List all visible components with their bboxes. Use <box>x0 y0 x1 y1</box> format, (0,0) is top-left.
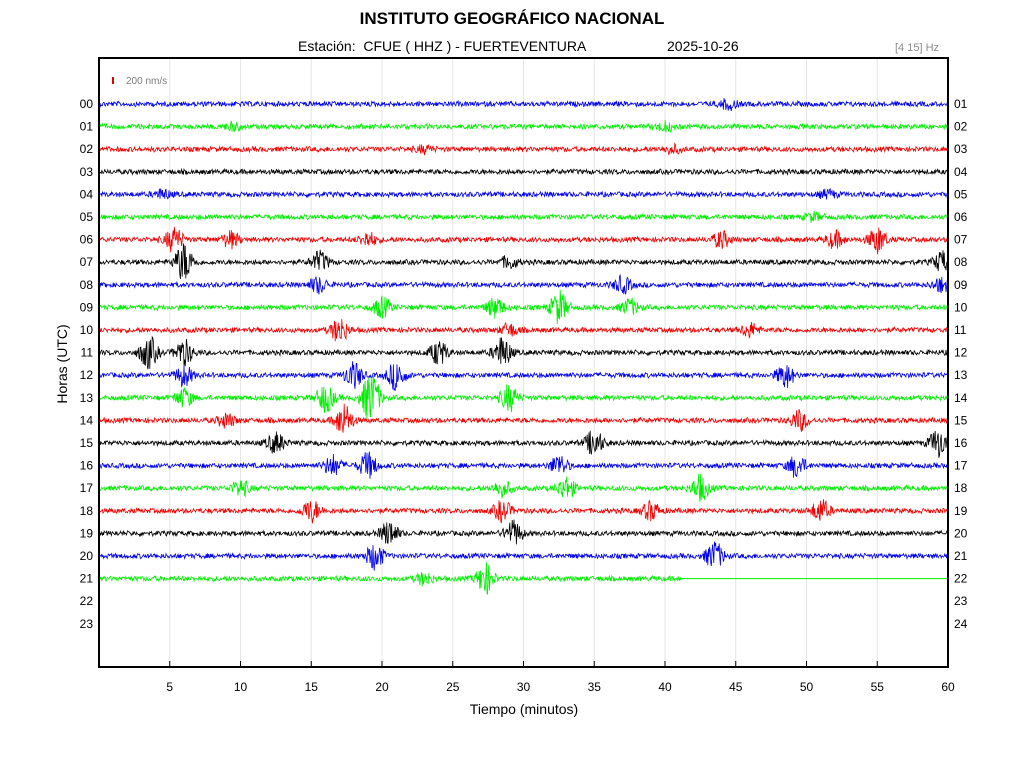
x-tick-label: 15 <box>305 680 319 694</box>
hour-label-right: 10 <box>954 300 968 314</box>
hour-label-right: 15 <box>954 413 968 427</box>
x-axis-label: Tiempo (minutos) <box>469 701 579 717</box>
hour-label-right: 06 <box>954 210 968 224</box>
x-tick-label: 10 <box>234 680 248 694</box>
trace-hour-10 <box>99 319 949 342</box>
x-tick-label: 55 <box>871 680 885 694</box>
trace-hour-21 <box>99 561 682 595</box>
hour-label-right: 19 <box>954 504 968 518</box>
trace-hour-02 <box>99 142 949 156</box>
trace-hour-19 <box>99 519 949 545</box>
trace-hour-18 <box>99 499 949 524</box>
date-label: 2025-10-26 <box>667 38 739 54</box>
x-tick-label: 35 <box>588 680 602 694</box>
hour-label-left: 00 <box>80 97 94 111</box>
hour-label-right: 09 <box>954 278 968 292</box>
hour-label-left: 21 <box>80 572 94 586</box>
axis-labels: 5 10 15 20 25 30 35 40 45 50 55 60 00 01 02 03 04 05 06 07 0… <box>80 97 968 694</box>
hour-label-right: 16 <box>954 436 968 450</box>
x-tick-label: 30 <box>517 680 531 694</box>
hour-label-left: 01 <box>80 120 94 134</box>
hour-label-left: 03 <box>80 165 94 179</box>
hour-label-left: 22 <box>80 594 94 608</box>
hour-label-left: 02 <box>80 142 94 156</box>
hour-label-left: 18 <box>80 504 94 518</box>
hour-label-right: 18 <box>954 481 968 495</box>
trace-hour-09 <box>99 289 949 325</box>
trace-hour-07 <box>99 242 949 280</box>
hour-label-left: 15 <box>80 436 94 450</box>
hour-label-right: 08 <box>954 255 968 269</box>
hour-label-left: 23 <box>80 617 94 631</box>
hour-label-right: 17 <box>954 459 968 473</box>
trace-hour-08 <box>99 274 948 295</box>
x-tick-label: 20 <box>375 680 389 694</box>
trace-hour-20 <box>99 541 949 571</box>
hour-label-right: 22 <box>954 572 968 586</box>
hour-label-right: 05 <box>954 187 968 201</box>
hour-label-right: 13 <box>954 368 968 382</box>
hour-label-right: 24 <box>954 617 968 631</box>
x-tick-label: 50 <box>800 680 814 694</box>
trace-hour-00 <box>99 98 948 112</box>
hour-label-right: 12 <box>954 346 968 360</box>
seismic-traces <box>99 98 949 595</box>
hour-label-right: 01 <box>954 97 968 111</box>
trace-hour-15 <box>99 430 949 458</box>
hour-label-left: 14 <box>80 413 94 427</box>
trace-hour-12 <box>99 361 949 391</box>
hour-label-right: 02 <box>954 120 968 134</box>
frequency-band-label: [4 15] Hz <box>895 42 940 54</box>
trace-hour-13 <box>99 375 949 421</box>
hour-label-left: 10 <box>80 323 94 337</box>
hour-label-left: 08 <box>80 278 94 292</box>
hour-label-left: 04 <box>80 187 94 201</box>
station-label: Estación: CFUE ( HHZ ) - FUERTEVENTURA <box>298 38 587 54</box>
hour-label-right: 23 <box>954 594 968 608</box>
hour-label-right: 14 <box>954 391 968 405</box>
x-tick-label: 25 <box>446 680 460 694</box>
trace-hour-04 <box>99 187 948 200</box>
hour-label-left: 17 <box>80 481 94 495</box>
x-tick-label: 45 <box>729 680 743 694</box>
x-tick-label: 40 <box>658 680 672 694</box>
hour-label-right: 20 <box>954 526 968 540</box>
trace-hour-05 <box>99 210 949 223</box>
trace-hour-06 <box>99 227 948 255</box>
hour-label-left: 12 <box>80 368 94 382</box>
page-title: INSTITUTO GEOGRÁFICO NACIONAL <box>359 9 665 28</box>
scale-bar-label: 200 nm/s <box>126 76 168 87</box>
hour-label-right: 21 <box>954 549 968 563</box>
trace-hour-17 <box>99 473 949 502</box>
hour-label-left: 16 <box>80 459 94 473</box>
hour-label-right: 03 <box>954 142 968 156</box>
trace-hour-03 <box>99 167 949 176</box>
hour-label-left: 13 <box>80 391 94 405</box>
hour-label-left: 05 <box>80 210 94 224</box>
trace-hour-11 <box>99 335 949 370</box>
x-tick-label: 5 <box>166 680 173 694</box>
x-tick-label: 60 <box>941 680 955 694</box>
trace-hour-14 <box>99 403 949 433</box>
scale-bar <box>112 77 114 84</box>
hour-label-left: 11 <box>81 346 94 360</box>
hour-label-left: 09 <box>80 300 94 314</box>
hour-label-left: 20 <box>80 549 94 563</box>
hour-label-right: 04 <box>954 165 968 179</box>
grid-lines <box>169 58 878 667</box>
hour-label-left: 06 <box>80 233 94 247</box>
hour-label-left: 07 <box>80 255 94 269</box>
hour-label-left: 19 <box>80 526 94 540</box>
trace-hour-16 <box>99 451 949 479</box>
hour-label-right: 11 <box>954 323 967 337</box>
hour-label-right: 07 <box>954 233 968 247</box>
trace-hour-01 <box>99 119 948 133</box>
